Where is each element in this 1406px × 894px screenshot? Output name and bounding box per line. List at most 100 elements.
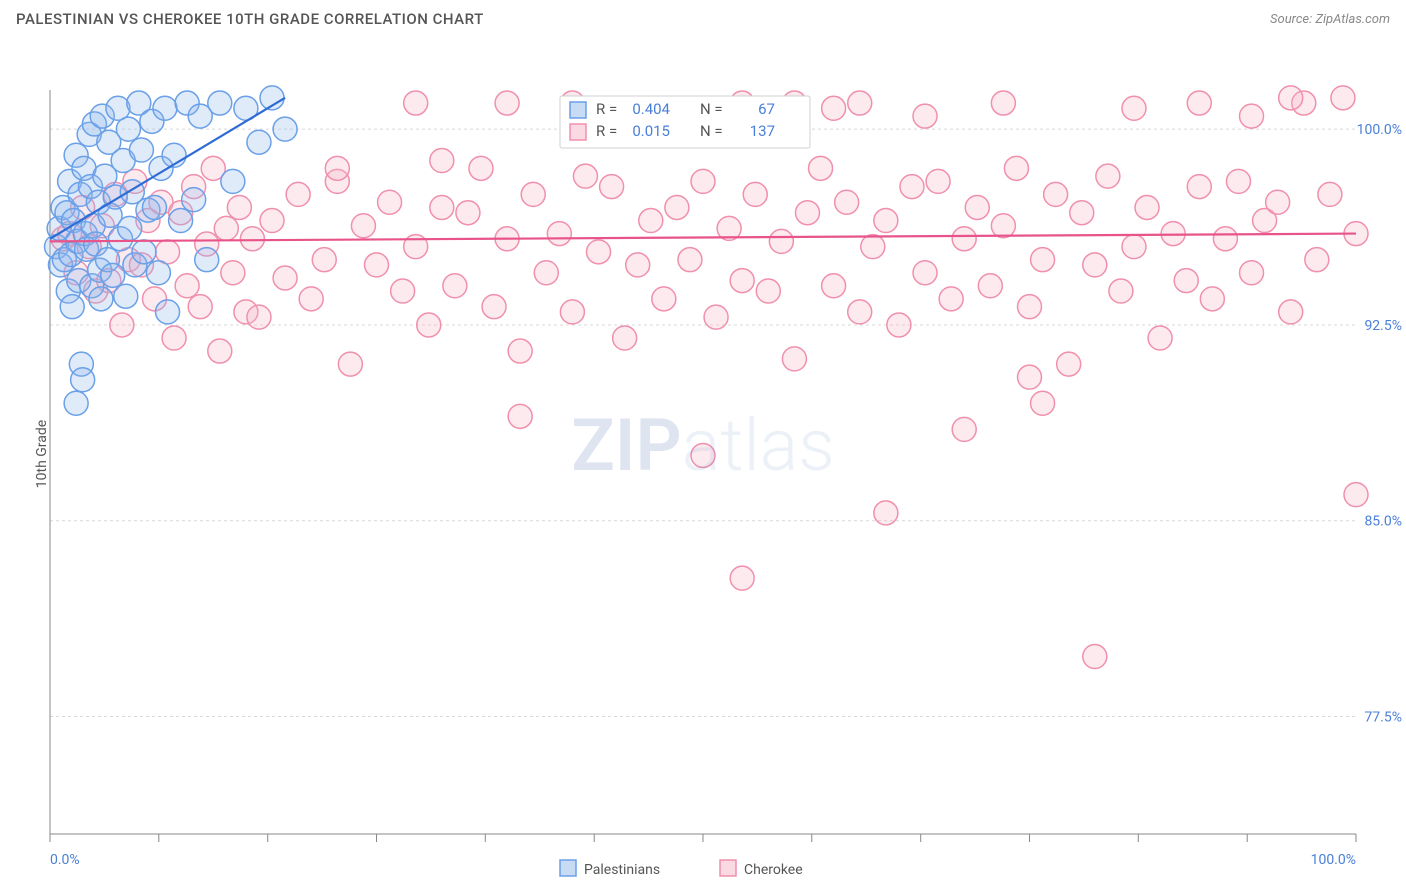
scatter-point	[913, 261, 937, 285]
scatter-point	[142, 195, 166, 219]
svg-text:92.5%: 92.5%	[1364, 318, 1402, 334]
chart-source: Source: ZipAtlas.com	[1270, 12, 1390, 27]
correlation-scatter-chart: 100.0%92.5%85.0%77.5%0.0%100.0%R =0.404N…	[0, 34, 1406, 894]
scatter-point	[227, 195, 251, 219]
scatter-point	[822, 96, 846, 120]
scatter-point	[730, 269, 754, 293]
svg-text:N =: N =	[700, 122, 723, 140]
scatter-point	[978, 274, 1002, 298]
scatter-point	[338, 352, 362, 376]
legend-label: Cherokee	[744, 862, 803, 878]
scatter-point	[560, 300, 584, 324]
scatter-point	[508, 404, 532, 428]
scatter-point	[1240, 104, 1264, 128]
svg-text:R =: R =	[596, 122, 617, 140]
scatter-point	[991, 91, 1015, 115]
scatter-point	[1122, 96, 1146, 120]
scatter-point	[730, 566, 754, 590]
scatter-point	[221, 261, 245, 285]
scatter-point	[691, 443, 715, 467]
svg-text:0.015: 0.015	[632, 122, 670, 140]
scatter-point	[312, 248, 336, 272]
scatter-point	[1344, 483, 1368, 507]
scatter-point	[273, 266, 297, 290]
scatter-point	[110, 313, 134, 337]
scatter-point	[299, 287, 323, 311]
scatter-point	[195, 248, 219, 272]
scatter-point	[1331, 86, 1355, 110]
scatter-point	[208, 91, 232, 115]
scatter-point	[456, 201, 480, 225]
scatter-point	[146, 261, 170, 285]
scatter-point	[325, 156, 349, 180]
y-axis-label: 10th Grade	[34, 420, 50, 488]
scatter-point	[1135, 195, 1159, 219]
scatter-point	[365, 253, 389, 277]
scatter-point	[495, 91, 519, 115]
scatter-point	[430, 148, 454, 172]
scatter-point	[1083, 253, 1107, 277]
scatter-point	[351, 214, 375, 238]
scatter-point	[1187, 91, 1211, 115]
scatter-point	[443, 274, 467, 298]
chart-title: PALESTINIAN VS CHEROKEE 10TH GRADE CORRE…	[16, 10, 484, 28]
scatter-point	[482, 295, 506, 319]
svg-text:67: 67	[758, 100, 775, 118]
scatter-point	[391, 279, 415, 303]
scatter-point	[756, 279, 780, 303]
scatter-point	[1240, 261, 1264, 285]
scatter-point	[1070, 201, 1094, 225]
scatter-point	[639, 209, 663, 233]
scatter-point	[114, 284, 138, 308]
scatter-point	[1044, 182, 1068, 206]
scatter-point	[1200, 287, 1224, 311]
scatter-point	[378, 190, 402, 214]
scatter-point	[861, 235, 885, 259]
scatter-point	[1279, 86, 1303, 110]
scatter-point	[404, 91, 428, 115]
scatter-point	[521, 182, 545, 206]
scatter-point	[795, 201, 819, 225]
scatter-point	[1187, 175, 1211, 199]
scatter-point	[214, 216, 238, 240]
scatter-point	[156, 300, 180, 324]
svg-text:100.0%: 100.0%	[1357, 122, 1402, 138]
scatter-point	[626, 253, 650, 277]
scatter-point	[247, 130, 271, 154]
scatter-point	[691, 169, 715, 193]
scatter-point	[60, 295, 84, 319]
scatter-point	[1279, 300, 1303, 324]
scatter-point	[848, 300, 872, 324]
scatter-point	[952, 227, 976, 251]
scatter-point	[769, 229, 793, 253]
legend-swatch	[720, 860, 736, 876]
scatter-point	[508, 339, 532, 363]
scatter-point	[1057, 352, 1081, 376]
scatter-point	[874, 501, 898, 525]
svg-text:R =: R =	[596, 100, 617, 118]
scatter-point	[1148, 326, 1172, 350]
scatter-point	[1266, 190, 1290, 214]
scatter-point	[273, 117, 297, 141]
svg-text:0.404: 0.404	[632, 100, 670, 118]
scatter-point	[221, 169, 245, 193]
scatter-point	[1174, 269, 1198, 293]
scatter-point	[175, 274, 199, 298]
svg-text:0.0%: 0.0%	[50, 852, 80, 868]
scatter-point	[101, 263, 125, 287]
scatter-point	[208, 339, 232, 363]
svg-text:77.5%: 77.5%	[1364, 710, 1402, 726]
scatter-point	[835, 190, 859, 214]
scatter-point	[782, 347, 806, 371]
legend-swatch	[560, 860, 576, 876]
scatter-point	[469, 156, 493, 180]
scatter-point	[1018, 365, 1042, 389]
scatter-point	[991, 214, 1015, 238]
scatter-point	[1318, 182, 1342, 206]
scatter-point	[900, 175, 924, 199]
scatter-point	[1083, 644, 1107, 668]
scatter-point	[652, 287, 676, 311]
scatter-point	[939, 287, 963, 311]
scatter-point	[247, 305, 271, 329]
scatter-point	[848, 91, 872, 115]
